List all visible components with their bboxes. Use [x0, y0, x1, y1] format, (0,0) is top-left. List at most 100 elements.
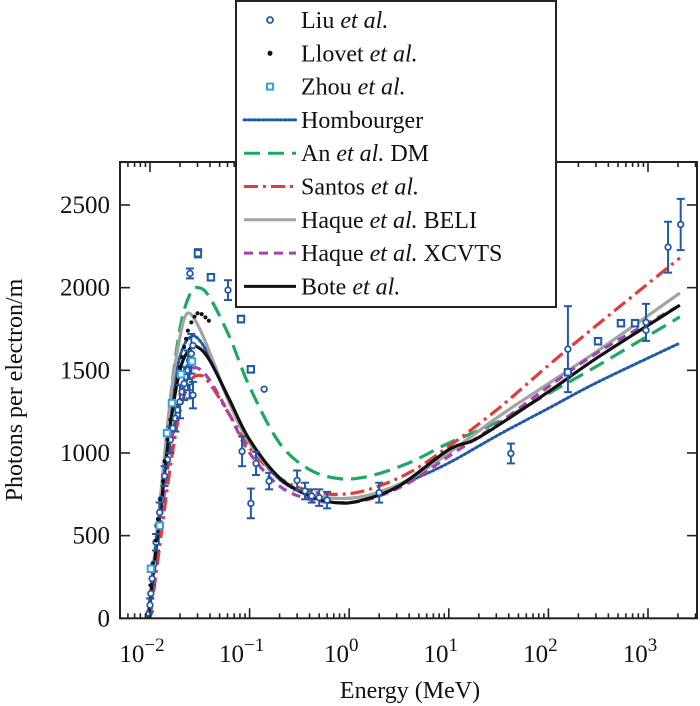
legend-label: Hombourger — [301, 108, 423, 134]
x-tick-base: 10 — [523, 641, 548, 668]
data-point — [165, 437, 170, 442]
x-tick-exponent: −2 — [144, 635, 164, 656]
data-point — [616, 319, 626, 328]
legend-item: Haque et al. BELI — [244, 208, 477, 234]
legend-label: Haque et al. BELI — [301, 208, 477, 234]
data-point — [677, 220, 685, 229]
data-point — [186, 269, 194, 278]
y-tick-label: 2500 — [60, 192, 110, 219]
data-point — [236, 314, 246, 324]
data-point — [563, 368, 573, 377]
legend-label-pre: Llovet — [301, 41, 370, 67]
legend-label: An et al. DM — [301, 141, 429, 167]
data-point — [184, 336, 189, 341]
legend-label-pre: Santos — [301, 175, 371, 201]
point-series-3 — [193, 248, 640, 377]
data-point — [642, 318, 650, 327]
plot-area — [145, 197, 685, 619]
data-point — [301, 487, 309, 495]
data-point — [246, 365, 256, 374]
data-point — [148, 574, 156, 583]
legend-label-ital: et al. — [371, 175, 419, 201]
data-point — [507, 449, 515, 458]
data-point — [187, 357, 197, 366]
legend-label-ital: et al. — [358, 75, 406, 101]
y-tick-label: 500 — [73, 523, 111, 550]
legend-label: Liu et al. — [301, 8, 388, 34]
data-point — [160, 479, 165, 484]
legend-label-ital: et al. — [370, 241, 418, 267]
legend-label-pre: Bote — [301, 274, 352, 300]
data-point — [162, 459, 167, 464]
x-tick-exponent: −1 — [244, 635, 264, 656]
data-point — [182, 345, 187, 350]
point-series-2 — [146, 357, 197, 573]
x-tick-label: 102 — [523, 635, 558, 668]
legend-label-pre: Zhou — [301, 75, 358, 101]
data-point — [593, 337, 603, 346]
x-tick-label: 103 — [623, 635, 658, 668]
legend-label-ital: et al. — [370, 41, 418, 67]
data-point — [146, 601, 154, 609]
data-point — [630, 319, 640, 328]
legend-label: Bote et al. — [301, 274, 400, 300]
data-point — [185, 328, 190, 333]
legend-item: Bote et al. — [244, 274, 400, 300]
legend-label: Haque et al. XCVTS — [301, 241, 502, 267]
data-point — [180, 355, 185, 360]
data-point — [315, 493, 323, 502]
x-tick-exponent: 0 — [349, 635, 359, 656]
legend-item: Haque et al. XCVTS — [244, 241, 502, 267]
data-point — [195, 311, 200, 316]
data-point — [664, 243, 672, 251]
data-point — [189, 341, 197, 350]
data-point — [187, 350, 196, 358]
data-point — [238, 447, 246, 456]
legend-label-ital: et al. — [340, 8, 388, 34]
data-point — [199, 312, 204, 317]
y-tick-label: 0 — [98, 605, 111, 632]
data-point — [148, 583, 153, 588]
legend-label: Zhou et al. — [301, 75, 406, 101]
data-point — [375, 488, 383, 497]
legend-label-post: XCVTS — [418, 241, 503, 267]
curve-santos-et-al- — [148, 256, 681, 619]
x-tick-base: 10 — [119, 641, 144, 668]
data-point — [147, 589, 155, 598]
data-point — [323, 496, 331, 504]
legend-box — [235, 0, 557, 308]
legend-label-ital: et al. — [336, 141, 384, 167]
legend-label-pre: Haque — [301, 241, 370, 267]
data-point — [247, 499, 255, 508]
x-tick-base: 10 — [324, 641, 349, 668]
x-tick-label: 10−1 — [219, 635, 264, 668]
data-point — [642, 326, 650, 335]
x-tick-exponent: 2 — [548, 635, 558, 656]
legend-item: Hombourger — [242, 108, 423, 134]
plot-marks — [145, 197, 685, 619]
data-point — [162, 428, 172, 438]
curve-haque-et-al-xcvts — [146, 303, 681, 619]
data-point — [260, 385, 268, 393]
data-point — [206, 273, 216, 282]
legend-item: Santos et al. — [244, 175, 419, 201]
data-point — [177, 365, 182, 370]
legend-label: Santos et al. — [301, 175, 419, 201]
point-series-0 — [145, 197, 685, 618]
y-axis-title: Photons per electron/m — [2, 278, 28, 501]
x-axis-title: Energy (MeV) — [340, 678, 480, 704]
x-tick-base: 10 — [623, 641, 648, 668]
data-point — [224, 286, 232, 294]
x-tick-exponent: 1 — [449, 635, 459, 656]
x-tick-exponent: 3 — [648, 635, 658, 656]
y-tick-label: 2000 — [60, 275, 110, 302]
data-point — [203, 315, 208, 320]
data-point — [158, 497, 163, 502]
legend-label-pre: Haque — [301, 208, 370, 234]
data-point — [168, 417, 173, 422]
legend-label-pre: An — [301, 141, 336, 167]
data-point — [146, 564, 156, 573]
legend-item: Liu et al. — [266, 8, 388, 34]
